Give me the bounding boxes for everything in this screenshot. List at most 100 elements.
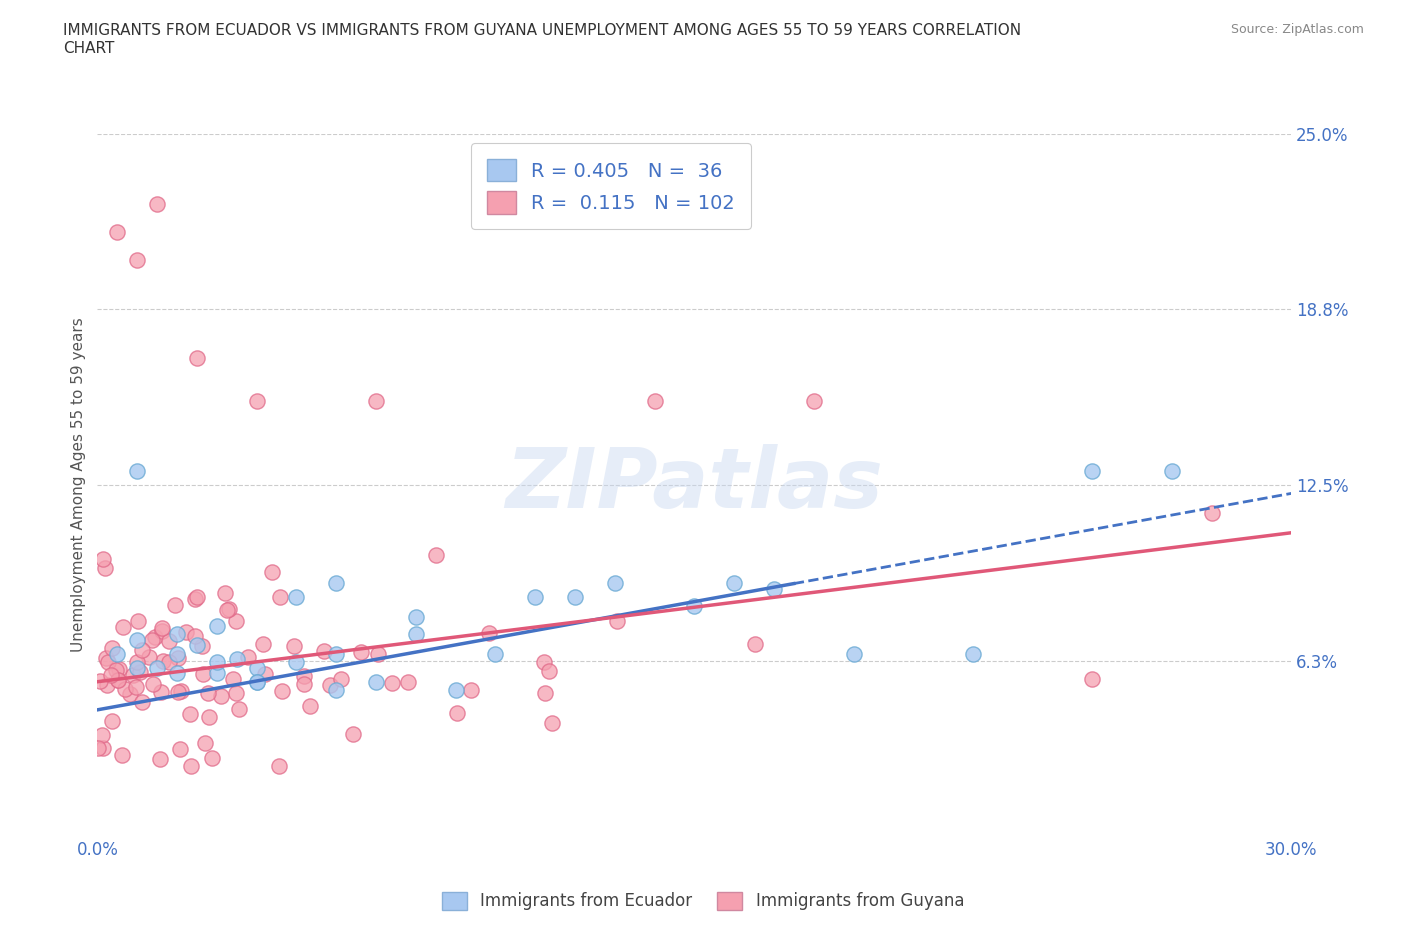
- Point: [644, 393, 666, 408]
- Point: [405, 627, 427, 642]
- Point: [163, 598, 186, 613]
- Point: [1081, 671, 1104, 686]
- Point: [744, 636, 766, 651]
- Point: [127, 660, 149, 675]
- Point: [101, 641, 124, 656]
- Point: [141, 632, 163, 647]
- Point: [444, 683, 467, 698]
- Point: [205, 618, 228, 633]
- Point: [245, 674, 267, 689]
- Point: [166, 627, 188, 642]
- Point: [111, 619, 134, 634]
- Point: [538, 664, 561, 679]
- Point: [138, 649, 160, 664]
- Point: [214, 585, 236, 600]
- Point: [101, 714, 124, 729]
- Point: [269, 590, 291, 604]
- Point: [107, 672, 129, 687]
- Point: [245, 660, 267, 675]
- Text: IMMIGRANTS FROM ECUADOR VS IMMIGRANTS FROM GUYANA UNEMPLOYMENT AMONG AGES 55 TO : IMMIGRANTS FROM ECUADOR VS IMMIGRANTS FR…: [63, 23, 1021, 56]
- Point: [364, 674, 387, 689]
- Point: [381, 675, 404, 690]
- Point: [606, 613, 628, 628]
- Point: [125, 679, 148, 694]
- Point: [105, 224, 128, 239]
- Point: [283, 638, 305, 653]
- Point: [184, 591, 207, 606]
- Point: [236, 649, 259, 664]
- Point: [131, 695, 153, 710]
- Point: [267, 759, 290, 774]
- Point: [228, 702, 250, 717]
- Point: [111, 748, 134, 763]
- Point: [270, 684, 292, 698]
- Text: Source: ZipAtlas.com: Source: ZipAtlas.com: [1230, 23, 1364, 36]
- Point: [803, 393, 825, 408]
- Point: [169, 741, 191, 756]
- Point: [312, 644, 335, 658]
- Point: [198, 710, 221, 724]
- Point: [205, 666, 228, 681]
- Point: [167, 684, 190, 699]
- Point: [86, 740, 108, 755]
- Point: [319, 677, 342, 692]
- Point: [127, 253, 149, 268]
- Point: [94, 650, 117, 665]
- Point: [225, 614, 247, 629]
- Point: [120, 686, 142, 701]
- Point: [157, 633, 180, 648]
- Point: [540, 715, 562, 730]
- Legend: Immigrants from Ecuador, Immigrants from Guyana: Immigrants from Ecuador, Immigrants from…: [436, 885, 970, 917]
- Point: [683, 598, 706, 613]
- Point: [603, 576, 626, 591]
- Point: [330, 671, 353, 686]
- Point: [128, 664, 150, 679]
- Point: [166, 666, 188, 681]
- Point: [524, 590, 547, 604]
- Point: [245, 393, 267, 408]
- Point: [143, 630, 166, 644]
- Point: [174, 625, 197, 640]
- Point: [460, 683, 482, 698]
- Point: [107, 661, 129, 676]
- Point: [225, 685, 247, 700]
- Point: [186, 590, 208, 604]
- Point: [252, 637, 274, 652]
- Point: [350, 644, 373, 659]
- Point: [191, 667, 214, 682]
- Y-axis label: Unemployment Among Ages 55 to 59 years: Unemployment Among Ages 55 to 59 years: [72, 317, 86, 652]
- Point: [131, 643, 153, 658]
- Point: [292, 677, 315, 692]
- Point: [262, 565, 284, 579]
- Point: [564, 590, 586, 604]
- Point: [146, 196, 169, 211]
- Point: [534, 685, 557, 700]
- Point: [104, 662, 127, 677]
- Point: [245, 674, 267, 689]
- Legend: R = 0.405   N =  36, R =  0.115   N = 102: R = 0.405 N = 36, R = 0.115 N = 102: [471, 143, 751, 229]
- Point: [184, 629, 207, 644]
- Point: [405, 610, 427, 625]
- Point: [96, 677, 118, 692]
- Point: [446, 705, 468, 720]
- Point: [142, 677, 165, 692]
- Point: [127, 655, 149, 670]
- Point: [186, 638, 208, 653]
- Point: [285, 590, 308, 604]
- Point: [170, 684, 193, 698]
- Point: [93, 560, 115, 575]
- Point: [762, 581, 785, 596]
- Point: [325, 683, 347, 698]
- Point: [1161, 463, 1184, 478]
- Point: [180, 759, 202, 774]
- Point: [1081, 463, 1104, 478]
- Point: [342, 726, 364, 741]
- Point: [364, 393, 387, 408]
- Point: [1201, 506, 1223, 521]
- Point: [533, 655, 555, 670]
- Point: [285, 655, 308, 670]
- Point: [396, 674, 419, 689]
- Point: [723, 576, 745, 591]
- Point: [114, 682, 136, 697]
- Point: [166, 646, 188, 661]
